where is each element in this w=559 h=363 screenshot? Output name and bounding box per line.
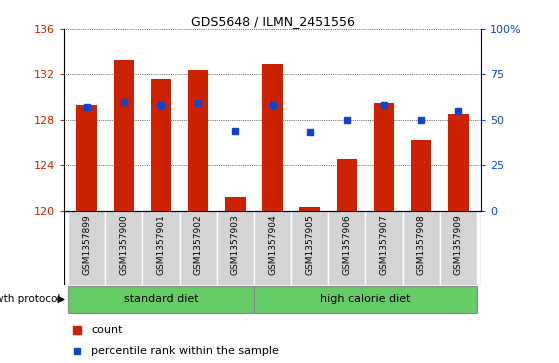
Bar: [68, 286, 254, 313]
Text: standard diet: standard diet: [124, 294, 198, 305]
Bar: [179, 211, 217, 285]
Bar: [262, 64, 283, 211]
Bar: [68, 211, 105, 285]
Text: GSM1357904: GSM1357904: [268, 214, 277, 275]
Bar: [291, 211, 328, 285]
Text: count: count: [91, 325, 123, 335]
Bar: [440, 211, 477, 285]
Bar: [225, 197, 245, 211]
Bar: [113, 60, 134, 211]
Bar: [366, 211, 402, 285]
Bar: [105, 211, 143, 285]
Bar: [448, 114, 468, 211]
Bar: [374, 103, 394, 211]
Text: GSM1357902: GSM1357902: [193, 214, 203, 275]
Bar: [411, 140, 432, 211]
Text: GSM1357907: GSM1357907: [380, 214, 389, 275]
Bar: [188, 70, 209, 211]
Text: GSM1357909: GSM1357909: [454, 214, 463, 275]
Text: GSM1357905: GSM1357905: [305, 214, 314, 275]
Text: growth protocol: growth protocol: [0, 294, 60, 305]
Text: GSM1357908: GSM1357908: [417, 214, 426, 275]
Text: GSM1357901: GSM1357901: [157, 214, 165, 275]
Bar: [402, 211, 440, 285]
Bar: [254, 211, 291, 285]
Title: GDS5648 / ILMN_2451556: GDS5648 / ILMN_2451556: [191, 15, 354, 28]
Text: GSM1357900: GSM1357900: [119, 214, 128, 275]
Text: GSM1357903: GSM1357903: [231, 214, 240, 275]
Bar: [254, 286, 477, 313]
Bar: [77, 105, 97, 211]
Text: percentile rank within the sample: percentile rank within the sample: [91, 346, 280, 356]
Text: high calorie diet: high calorie diet: [320, 294, 411, 305]
Bar: [300, 207, 320, 211]
Text: GSM1357906: GSM1357906: [342, 214, 352, 275]
Bar: [328, 211, 366, 285]
Bar: [217, 211, 254, 285]
Bar: [143, 211, 179, 285]
Text: GSM1357899: GSM1357899: [82, 214, 91, 275]
Bar: [337, 159, 357, 211]
Bar: [151, 79, 171, 211]
